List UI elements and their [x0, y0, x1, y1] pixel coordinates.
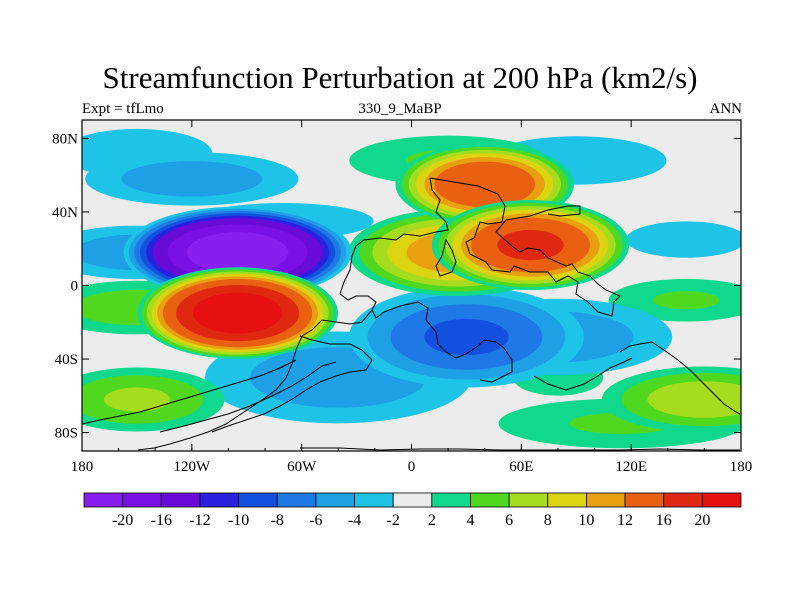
run-label: 330_9_MaBP — [358, 101, 442, 117]
y-tick-label: 80N — [52, 131, 78, 147]
africa-west-outline — [339, 177, 513, 383]
colorbar-label: -12 — [189, 512, 210, 529]
colorbar-label: 4 — [466, 512, 474, 529]
colorbar-swatch — [701, 492, 742, 508]
x-tick-label: 120W — [173, 459, 211, 475]
contour-level-6 — [103, 387, 171, 412]
colorbar-swatch — [508, 492, 549, 508]
colorbar-label: -8 — [271, 512, 284, 529]
colorbar-label: 12 — [617, 512, 633, 529]
contour-level-12 — [434, 161, 536, 208]
contour-level-6 — [647, 381, 741, 418]
colorbar: -20 -16 -12 -10 -8 -6 -4 -2 2 4 6 8 10 12 16 20 — [83, 492, 742, 529]
colorbar-swatch — [624, 492, 665, 508]
continent-outlines — [82, 177, 741, 451]
contour-level-m4 — [121, 161, 263, 197]
colorbar-label: -20 — [112, 512, 133, 529]
contour-level-m20 — [186, 232, 289, 273]
colorbar-swatch — [199, 492, 239, 508]
colorbar-label: 2 — [428, 512, 436, 529]
colorbar-label: 6 — [505, 512, 513, 529]
colorbar-swatch — [315, 492, 355, 508]
anomaly-high-20 — [137, 267, 338, 359]
anomaly-high-13 — [82, 367, 225, 432]
y-tick-label: 80S — [55, 426, 78, 442]
x-tick-label: 180 — [71, 459, 94, 475]
anomaly-high-18 — [431, 200, 630, 291]
colorbar-label: 10 — [578, 512, 594, 529]
experiment-label: Expt = tfLmo — [82, 101, 164, 117]
x-axis: 180 120W 60W 0 60E 120E 180 — [71, 120, 753, 475]
antarctica-outline — [82, 359, 337, 433]
anomaly-high-6 — [608, 278, 741, 322]
y-tick-label: 40S — [55, 352, 78, 368]
ice-edge-outline — [300, 447, 740, 451]
contour-level-m2 — [625, 221, 741, 258]
contour-level-4 — [652, 291, 720, 310]
anomaly-high-14 — [601, 366, 741, 433]
colorbar-swatch — [663, 492, 703, 508]
colorbar-swatch — [238, 492, 278, 508]
colorbar-label: -6 — [309, 512, 322, 529]
x-tick-label: 0 — [408, 459, 416, 475]
colorbar-label: 20 — [694, 512, 710, 529]
colorbar-swatch — [276, 492, 317, 508]
colorbar-label: 16 — [656, 512, 672, 529]
colorbar-swatch — [392, 492, 433, 508]
anomaly-low-10 — [85, 152, 299, 206]
africa-eurasia-outline — [429, 177, 621, 317]
x-tick-label: 120E — [615, 459, 647, 475]
patagonia-outline — [211, 335, 373, 433]
colorbar-label: -16 — [151, 512, 172, 529]
contour-level-20 — [192, 292, 283, 334]
arabia-outline — [435, 238, 457, 277]
anomaly-low-19 — [123, 206, 352, 299]
colorbar-label: 8 — [544, 512, 552, 529]
colorbar-swatch — [160, 492, 201, 508]
colorbar-label: -2 — [387, 512, 400, 529]
y-tick-label: 0 — [71, 279, 79, 295]
colorbar-swatch — [122, 492, 162, 508]
colorbar-label: -10 — [228, 512, 249, 529]
anomaly-low-15 — [349, 286, 584, 388]
contour-level-m8 — [424, 318, 509, 356]
x-tick-label: 60W — [287, 459, 317, 475]
x-tick-label: 180 — [730, 459, 753, 475]
anomaly-high-17 — [395, 143, 575, 225]
contour-level-16 — [497, 229, 564, 261]
colorbar-swatch — [547, 492, 587, 508]
y-axis: 80N 40N 0 40S 80S — [52, 131, 741, 442]
contour-field — [82, 120, 741, 451]
americas-outline — [137, 309, 373, 451]
islands-outline — [533, 341, 741, 415]
colorbar-swatch — [83, 492, 124, 508]
colorbar-swatch — [431, 492, 471, 508]
colorbar-swatch — [470, 492, 510, 508]
colorbar-swatch — [354, 492, 394, 508]
anomaly-low-3 — [625, 221, 741, 258]
season-label: ANN — [709, 101, 743, 117]
colorbar-swatch — [586, 492, 626, 508]
y-tick-label: 40N — [52, 205, 78, 221]
x-tick-label: 60E — [509, 459, 533, 475]
chart-title: Streamfunction Perturbation at 200 hPa (… — [102, 60, 698, 95]
colorbar-label: -4 — [348, 512, 361, 529]
